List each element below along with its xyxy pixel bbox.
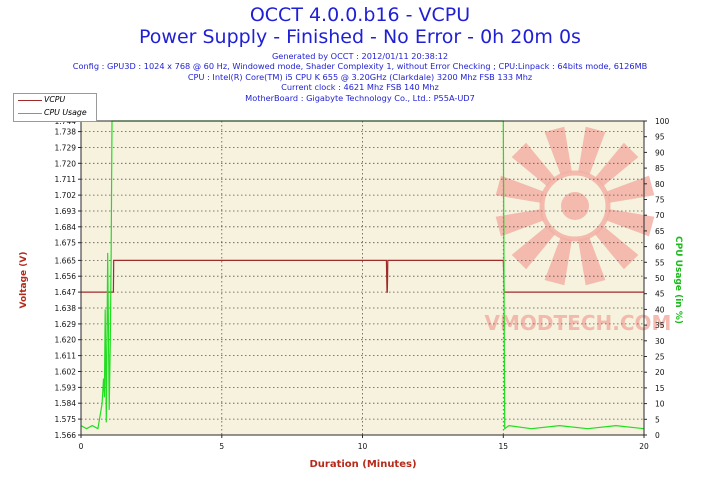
- y-tick-label: 1.575: [55, 415, 77, 424]
- y2-axis-title: CPU Usage (in %): [673, 236, 683, 324]
- watermark-ray: [578, 126, 606, 176]
- watermark-ray: [594, 142, 639, 187]
- info-cpu: CPU : Intel(R) Core(TM) i5 CPU K 655 @ 3…: [187, 71, 533, 82]
- info-generated: Generated by OCCT : 2012/01/11 20:38:12: [271, 51, 449, 61]
- y2-tick-label: 20: [655, 368, 665, 377]
- x-tick-label: 10: [358, 442, 368, 451]
- y2-tick-label: 10: [655, 400, 665, 409]
- y-tick-label: 1.684: [55, 223, 77, 232]
- chart-subtitle: Power Supply - Finished - No Error - 0h …: [139, 26, 581, 48]
- y2-tick-label: 65: [655, 227, 665, 236]
- legend-item-cpu-usage: CPU Usage: [14, 107, 96, 120]
- y2-tick-label: 5: [655, 415, 660, 424]
- y-tick-label: 1.584: [55, 399, 77, 408]
- watermark-ray: [605, 175, 655, 203]
- y-tick-label: 1.665: [55, 256, 77, 265]
- watermark-core: [561, 192, 589, 220]
- y2-tick-label: 35: [655, 321, 665, 330]
- watermark-ray: [578, 236, 606, 286]
- y-tick-label: 1.638: [55, 304, 77, 313]
- grid: [81, 121, 644, 435]
- y-tick-label: 1.611: [55, 352, 77, 361]
- y2-tick-label: 100: [655, 117, 670, 126]
- legend-item-vcpu: VCPU: [14, 94, 96, 107]
- watermark-ray: [511, 142, 556, 187]
- y2-tick-label: 30: [655, 337, 665, 346]
- legend-label-vcpu: VCPU: [44, 95, 66, 104]
- watermark-text: VMODTECH.COM: [485, 311, 672, 335]
- y-tick-label: 1.711: [55, 175, 77, 184]
- y2-tick-label: 15: [655, 384, 665, 393]
- y-tick-label: 1.738: [55, 128, 77, 137]
- y2-tick-label: 50: [655, 274, 665, 283]
- y2-tick-label: 90: [655, 148, 665, 157]
- legend: VCPU CPU Usage: [13, 93, 97, 122]
- y2-tick-label: 55: [655, 258, 665, 267]
- x-tick-label: 15: [499, 442, 509, 451]
- y-tick-label: 1.629: [55, 320, 77, 329]
- watermark-logo: VMODTECH.COM: [485, 126, 672, 335]
- y2-tick-label: 95: [655, 133, 665, 142]
- y-tick-label: 1.602: [55, 368, 77, 377]
- y-tick-label: 1.656: [55, 272, 77, 281]
- x-tick-label: 0: [79, 442, 84, 451]
- info-config: Config : GPU3D : 1024 x 768 @ 60 Hz, Win…: [72, 61, 648, 72]
- y-tick-label: 1.647: [55, 288, 77, 297]
- watermark-ray: [594, 225, 639, 270]
- y-tick-label: 1.620: [55, 336, 77, 345]
- x-tick-label: 5: [219, 442, 224, 451]
- y-tick-label: 1.720: [55, 159, 77, 168]
- y-tick-label: 1.702: [55, 191, 77, 200]
- watermark-ray: [495, 209, 545, 237]
- watermark-ray: [495, 175, 545, 203]
- info-motherboard: MotherBoard : Gigabyte Technology Co., L…: [245, 92, 475, 103]
- y2-tick-label: 75: [655, 196, 665, 205]
- chart-title: OCCT 4.0.0.b16 - VCPU: [249, 4, 471, 26]
- y-axis-title: Voltage (V): [19, 251, 29, 309]
- y2-tick-label: 60: [655, 243, 665, 252]
- x-axis-title: Duration (Minutes): [309, 459, 417, 470]
- y2-tick-label: 80: [655, 180, 665, 189]
- watermark-ray: [511, 225, 556, 270]
- y2-tick-label: 70: [655, 211, 665, 220]
- y2-tick-label: 25: [655, 353, 665, 362]
- y-tick-label: 1.593: [55, 383, 77, 392]
- y-tick-label: 1.729: [55, 144, 77, 153]
- watermark-ring: [539, 170, 611, 242]
- y2-tick-label: 45: [655, 290, 665, 299]
- y2-tick-label: 40: [655, 305, 665, 314]
- y-tick-label: 1.566: [55, 431, 77, 440]
- x-tick-label: 20: [639, 442, 649, 451]
- chart-header: OCCT 4.0.0.b16 - VCPU Power Supply - Fin…: [0, 4, 720, 103]
- y2-tick-label: 85: [655, 164, 665, 173]
- info-current-clock: Current clock : 4621 Mhz FSB 140 Mhz: [281, 82, 439, 93]
- watermark-ray: [544, 236, 572, 286]
- watermark-ray: [605, 209, 655, 237]
- y-tick-label: 1.693: [55, 207, 77, 216]
- legend-label-cpu-usage: CPU Usage: [44, 108, 87, 117]
- y2-tick-label: 0: [655, 431, 660, 440]
- legend-swatch-vcpu: [18, 100, 42, 101]
- y-tick-label: 1.675: [55, 239, 77, 248]
- legend-swatch-cpu-usage: [18, 113, 42, 114]
